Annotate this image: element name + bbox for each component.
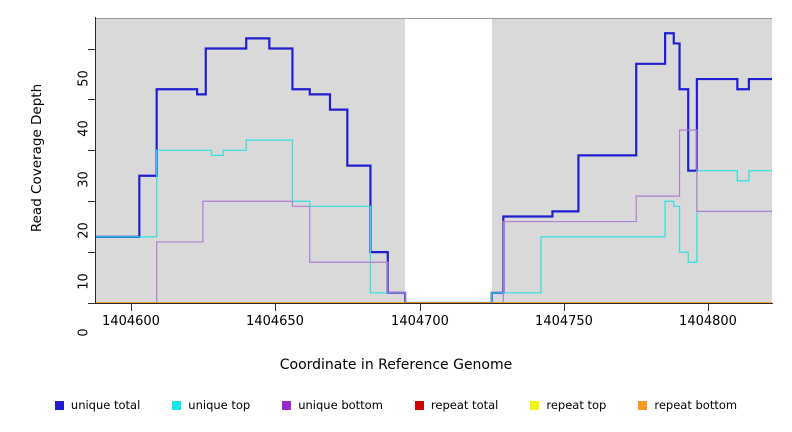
x-tick-label: 1404750 [535,314,593,329]
x-tick-label: 1404650 [246,314,304,329]
chart-legend: unique total unique top unique bottom repea… [0,398,792,412]
x-tick [708,304,709,311]
y-tick [88,150,95,151]
legend-label: repeat total [430,398,499,412]
y-tick-label: 50 [76,70,92,87]
x-tick [131,304,132,311]
legend-label: repeat bottom [654,398,738,412]
y-tick [88,49,95,50]
x-tick-label: 1404700 [391,314,449,329]
legend-swatch-icon [414,400,424,410]
legend-swatch-icon [172,400,182,410]
legend-swatch-icon [530,400,540,410]
y-tick [88,99,95,100]
legend-swatch-icon [282,400,292,410]
legend-item[interactable]: unique top [172,398,250,412]
legend-item[interactable]: repeat top [530,398,606,412]
y-tick-label: 30 [76,171,92,188]
coverage-gap-region [405,17,492,303]
y-tick [88,252,95,253]
x-axis-line [96,303,773,304]
y-tick-label: 20 [76,222,92,239]
legend-label: unique top [188,398,251,412]
x-tick-label: 1404600 [102,314,160,329]
y-axis-title: Read Coverage Depth [29,83,45,233]
x-tick [420,304,421,311]
series-line [96,139,772,303]
plot-area [96,17,772,303]
x-tick [275,304,276,311]
legend-item[interactable]: unique total [54,398,141,412]
series-line [96,129,772,303]
y-tick [88,201,95,202]
legend-swatch-icon [638,400,648,410]
legend-item[interactable]: repeat total [414,398,499,412]
x-tick-label: 1404800 [679,314,737,329]
legend-item[interactable]: repeat bottom [638,398,737,412]
legend-label: repeat top [546,398,607,412]
y-tick [88,303,95,304]
x-axis-title: Coordinate in Reference Genome [279,357,513,373]
y-tick-label: 10 [76,273,92,290]
legend-label: unique total [70,398,141,412]
y-axis-line [95,17,96,304]
y-tick-label: 0 [76,328,92,337]
x-tick [564,304,565,311]
legend-label: unique bottom [298,398,383,412]
series-line [96,32,772,303]
coverage-lines [96,32,772,303]
legend-item[interactable]: unique bottom [282,398,383,412]
legend-swatch-icon [54,400,64,410]
